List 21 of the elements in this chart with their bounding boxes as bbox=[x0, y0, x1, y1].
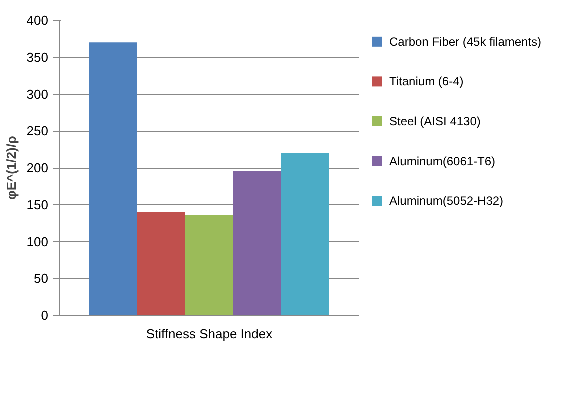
y-tick-label: 250 bbox=[26, 124, 49, 139]
bar bbox=[186, 215, 234, 316]
legend-label: Carbon Fiber (45k filaments) bbox=[390, 34, 542, 49]
y-tick-label: 150 bbox=[26, 197, 49, 212]
legend-label: Aluminum(5052-H32) bbox=[390, 194, 504, 208]
legend-label: Titanium (6-4) bbox=[390, 74, 464, 89]
bar bbox=[90, 42, 138, 316]
y-tick-label: 200 bbox=[26, 160, 49, 176]
y-tick-label: 0 bbox=[41, 308, 49, 323]
y-tick-label: 50 bbox=[34, 271, 49, 286]
y-tick-label: 350 bbox=[26, 50, 49, 65]
y-tick-label: 100 bbox=[26, 234, 49, 250]
bar bbox=[282, 153, 330, 316]
legend-label: Steel (AISI 4130) bbox=[390, 114, 481, 128]
legend-label: Aluminum(6061-T6) bbox=[390, 154, 496, 168]
y-tick-label: 400 bbox=[26, 13, 49, 28]
y-tick-label: 300 bbox=[26, 86, 49, 102]
bar bbox=[138, 212, 186, 316]
x-tick-label: Stiffness Shape Index bbox=[146, 326, 274, 342]
y-axis-title: φE^(1/2)/ρ bbox=[4, 136, 19, 200]
bar bbox=[234, 170, 282, 316]
